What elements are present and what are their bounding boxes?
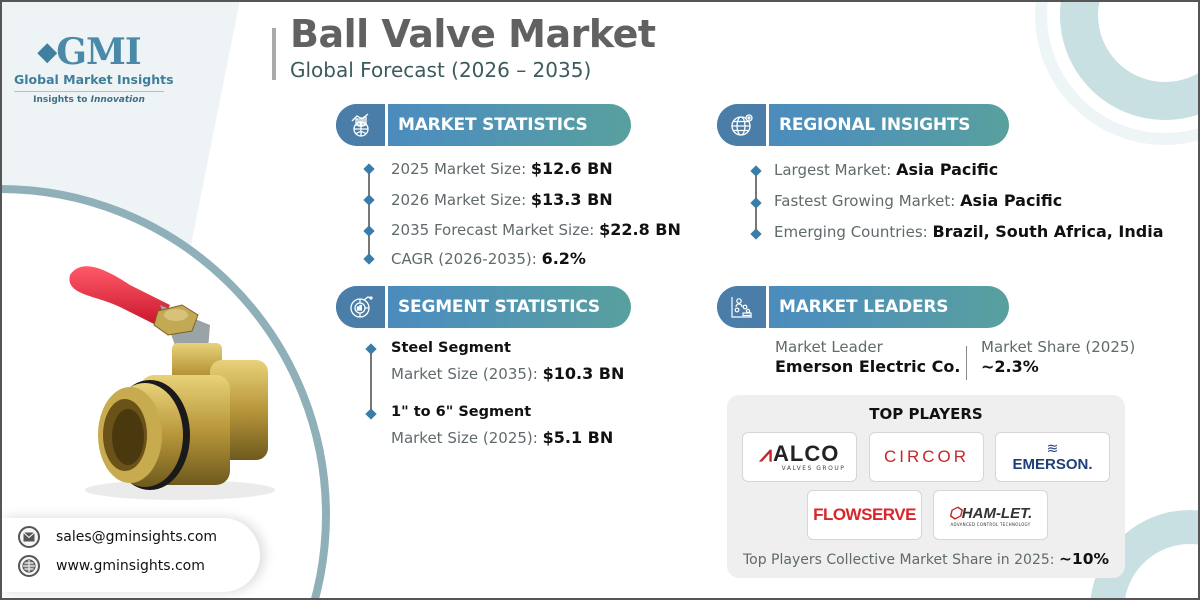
- segment-statistics-title: SEGMENT STATISTICS: [398, 297, 600, 317]
- stat-2025-market-size: 2025 Market Size: $12.6 BN: [391, 159, 613, 178]
- hamlet-hex-icon: ⬡: [948, 504, 962, 522]
- logo-company-name: Global Market Insights: [14, 72, 174, 92]
- contact-panel: sales@gminsights.com www.gminsights.com: [0, 518, 260, 592]
- market-leader-value: Emerson Electric Co.: [775, 357, 961, 376]
- bullet: [363, 194, 375, 206]
- segment-statistics-header: SEGMENT STATISTICS: [336, 286, 631, 328]
- market-statistics-header: MARKET STATISTICS: [336, 104, 631, 146]
- bullet: [365, 408, 377, 420]
- flowserve-wordmark: FLOWSERVE: [813, 505, 916, 524]
- timeline-line: [368, 172, 370, 262]
- top-players-collective-share: Top Players Collective Market Share in 2…: [742, 550, 1110, 568]
- logo-flowserve[interactable]: FLOWSERVE: [807, 490, 922, 540]
- title-accent-bar: [272, 28, 276, 80]
- pie-chart-icon: [336, 286, 388, 328]
- market-leader-label: Market Leader: [775, 338, 883, 356]
- region-emerging-countries: Emerging Countries: Brazil, South Africa…: [774, 222, 1164, 241]
- mail-icon: [18, 526, 40, 548]
- logo-alco[interactable]: ⩘ALCO VALVES GROUP: [742, 432, 857, 482]
- segment-steel-size: Market Size (2035): $10.3 BN: [391, 364, 625, 383]
- emerson-wordmark: EMERSON.: [1012, 455, 1093, 473]
- market-leaders-header: MARKET LEADERS: [717, 286, 1009, 328]
- bullet: [750, 165, 762, 177]
- gmi-logo[interactable]: ◆GMI Global Market Insights Insights to …: [14, 31, 174, 105]
- diamond-icon: ◆: [37, 37, 57, 67]
- alco-wordmark: ⩘ALCO: [759, 440, 840, 466]
- region-largest-market: Largest Market: Asia Pacific: [774, 160, 999, 179]
- top-players-panel: TOP PLAYERS ⩘ALCO VALVES GROUP CIRCOR ≋ …: [727, 395, 1125, 578]
- bullet: [363, 163, 375, 175]
- globe-pin-icon: [717, 104, 769, 146]
- contact-website[interactable]: www.gminsights.com: [18, 555, 205, 577]
- logo-hamlet[interactable]: ⬡HAM-LET. ADVANCED CONTROL TECHNOLOGY: [933, 490, 1048, 540]
- ball-valve-illustration: [69, 266, 275, 500]
- segment-steel-title: Steel Segment: [391, 340, 511, 356]
- bullet: [363, 225, 375, 237]
- chart-globe-icon: [336, 104, 388, 146]
- page-title: Ball Valve Market: [290, 12, 656, 56]
- logo-circor[interactable]: CIRCOR: [869, 432, 984, 482]
- hamlet-wordmark: ⬡HAM-LET.: [948, 504, 1033, 522]
- email-link[interactable]: sales@gminsights.com: [56, 529, 218, 545]
- segment-1-to-6-size: Market Size (2025): $5.1 BN: [391, 428, 614, 447]
- bullet: [363, 253, 375, 265]
- bullet: [365, 343, 377, 355]
- contact-email[interactable]: sales@gminsights.com: [18, 526, 217, 548]
- hamlet-subtitle: ADVANCED CONTROL TECHNOLOGY: [950, 521, 1031, 527]
- bullet: [750, 228, 762, 240]
- top-players-title: TOP PLAYERS: [869, 405, 983, 423]
- logo-emerson[interactable]: ≋ EMERSON.: [995, 432, 1110, 482]
- stat-2035-forecast: 2035 Forecast Market Size: $22.8 BN: [391, 220, 681, 239]
- market-leader-divider: [966, 346, 967, 380]
- stat-2026-market-size: 2026 Market Size: $13.3 BN: [391, 190, 613, 209]
- page-subtitle: Global Forecast (2026 – 2035): [290, 58, 592, 82]
- stat-cagr: CAGR (2026-2035): 6.2%: [391, 249, 586, 268]
- people-chart-icon: [717, 286, 769, 328]
- market-statistics-title: MARKET STATISTICS: [398, 115, 588, 135]
- circor-wordmark: CIRCOR: [883, 447, 970, 466]
- regional-insights-header: REGIONAL INSIGHTS: [717, 104, 1009, 146]
- market-share-label: Market Share (2025): [981, 338, 1136, 356]
- region-fastest-growing: Fastest Growing Market: Asia Pacific: [774, 191, 1063, 210]
- logo-tagline: Insights to Innovation: [33, 95, 145, 105]
- globe-icon: [18, 555, 40, 577]
- website-link[interactable]: www.gminsights.com: [56, 558, 205, 574]
- logo-mark: ◆GMI: [37, 31, 141, 73]
- emerson-mark-icon: ≋: [1046, 440, 1059, 457]
- segment-1-to-6-title: 1" to 6" Segment: [391, 404, 532, 420]
- market-share-value: ~2.3%: [981, 357, 1039, 376]
- bullet: [750, 197, 762, 209]
- market-leaders-title: MARKET LEADERS: [779, 297, 949, 317]
- regional-insights-title: REGIONAL INSIGHTS: [779, 115, 971, 135]
- timeline-line: [370, 350, 372, 416]
- alco-subtitle: VALVES GROUP: [781, 464, 846, 472]
